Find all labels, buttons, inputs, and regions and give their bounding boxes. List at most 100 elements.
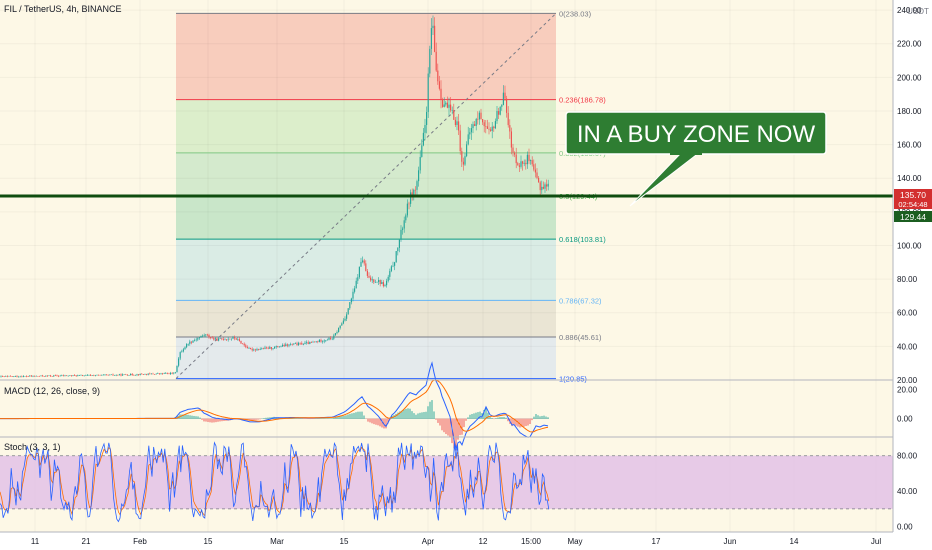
candle-body xyxy=(37,375,39,377)
candle-body xyxy=(427,73,429,112)
candle-body xyxy=(30,375,32,377)
macd-histogram-bar xyxy=(421,412,423,419)
candle-body xyxy=(154,374,156,375)
price-axis[interactable]: 20.0040.0060.0080.00100.00120.00140.0016… xyxy=(897,6,922,531)
candle-body xyxy=(78,375,80,376)
candle-body xyxy=(272,348,274,349)
macd-histogram-bar xyxy=(469,414,471,419)
macd-histogram-bar xyxy=(439,418,441,426)
candle-body xyxy=(59,375,61,377)
macd-histogram-bar xyxy=(363,415,365,419)
candle-body xyxy=(491,126,493,131)
macd-histogram-bar xyxy=(351,413,353,419)
macd-histogram-bar xyxy=(477,412,479,419)
fib-level-label: 0.786(67.32) xyxy=(559,296,602,305)
macd-histogram-bar xyxy=(411,411,413,419)
fib-zone xyxy=(176,13,556,100)
time-axis[interactable]: 11 21 Feb 15 Mar 15 Apr 12 15:00 May 17 Jun 14 Jul xyxy=(31,537,881,546)
candle-body xyxy=(446,102,448,108)
candle-body xyxy=(317,341,319,342)
macd-histogram-bar xyxy=(373,418,375,425)
buy-zone-callout[interactable]: IN A BUY ZONE NOW xyxy=(565,111,827,207)
macd-histogram-bar xyxy=(541,415,543,419)
candle-body xyxy=(546,184,548,187)
candle-body xyxy=(302,343,304,345)
candle-body xyxy=(250,347,252,350)
macd-histogram-bar xyxy=(191,415,193,419)
candle-body xyxy=(355,280,357,289)
macd-histogram-bar xyxy=(435,418,437,420)
macd-histogram-bar xyxy=(437,418,439,423)
fib-trend-line[interactable] xyxy=(175,13,557,379)
candle-body xyxy=(147,373,149,375)
fib-level-label: 0.618(103.81) xyxy=(559,235,606,244)
candle-body xyxy=(490,129,492,131)
candle-body xyxy=(168,373,170,375)
candle-body xyxy=(352,291,354,299)
candle-body xyxy=(507,112,509,126)
macd-histogram-bar xyxy=(255,418,257,420)
candle-body xyxy=(344,318,346,321)
candle-body xyxy=(24,376,26,377)
candle-body xyxy=(451,109,453,111)
candle-body xyxy=(504,92,506,99)
candle-body xyxy=(363,260,365,264)
candle-body xyxy=(538,177,540,183)
macd-histogram-bar xyxy=(381,418,383,428)
candle-body xyxy=(450,104,452,111)
symbol-title: FIL / TetherUS, 4h, BINANCE xyxy=(4,4,122,14)
macd-histogram-bar xyxy=(417,413,419,419)
candle-body xyxy=(206,334,208,336)
macd-histogram-bar xyxy=(409,408,411,419)
current-price: 135.70 xyxy=(900,190,926,200)
candle-body xyxy=(141,373,143,375)
macd-histogram-bar xyxy=(267,417,269,419)
candle-body xyxy=(110,374,112,376)
macd-histogram-bar xyxy=(537,415,539,419)
macd-histogram-bar xyxy=(513,418,515,425)
candle-body xyxy=(288,344,290,346)
candle-body xyxy=(259,349,261,350)
candle-body xyxy=(453,109,455,120)
macd-histogram-bar xyxy=(343,415,345,419)
candle-body xyxy=(347,308,349,315)
candle-body xyxy=(458,121,460,131)
candle-body xyxy=(290,344,292,345)
time-tick-label: 15 xyxy=(204,537,213,546)
candle-body xyxy=(387,276,389,281)
candle-body xyxy=(163,373,165,375)
macd-histogram-bar xyxy=(539,416,541,419)
candle-body xyxy=(150,373,152,375)
candle-body xyxy=(101,374,103,376)
price-tick-label: 80.00 xyxy=(897,275,918,284)
candle-body xyxy=(357,277,359,281)
macd-histogram-bar xyxy=(519,418,521,428)
macd-histogram-bar xyxy=(333,417,335,419)
candle-body xyxy=(278,346,280,348)
candle-body xyxy=(221,338,223,340)
fib-zone xyxy=(176,195,556,240)
macd-histogram-bar xyxy=(461,418,463,435)
candle-body xyxy=(98,374,100,376)
candle-body xyxy=(149,373,151,375)
macd-histogram-bar xyxy=(201,418,203,420)
time-tick-label: Jul xyxy=(871,537,881,546)
candle-body xyxy=(120,374,122,376)
candle-body xyxy=(419,156,421,171)
macd-histogram-bar xyxy=(341,416,343,419)
current-price-badge[interactable]: 135.70 02:54:48 xyxy=(894,189,932,209)
candle-body xyxy=(32,376,34,377)
candle-body xyxy=(467,134,469,145)
candle-body xyxy=(115,374,117,376)
candle-body xyxy=(307,342,309,344)
candle-body xyxy=(480,112,482,120)
candle-body xyxy=(398,239,400,248)
price-tick-label: 20.00 xyxy=(897,376,918,385)
level-price-badge[interactable]: 129.44 xyxy=(894,211,932,222)
macd-histogram-bar xyxy=(527,418,529,426)
candle-body xyxy=(482,119,484,123)
candle-body xyxy=(54,375,56,377)
candle-body xyxy=(539,182,541,191)
candle-body xyxy=(22,376,24,377)
